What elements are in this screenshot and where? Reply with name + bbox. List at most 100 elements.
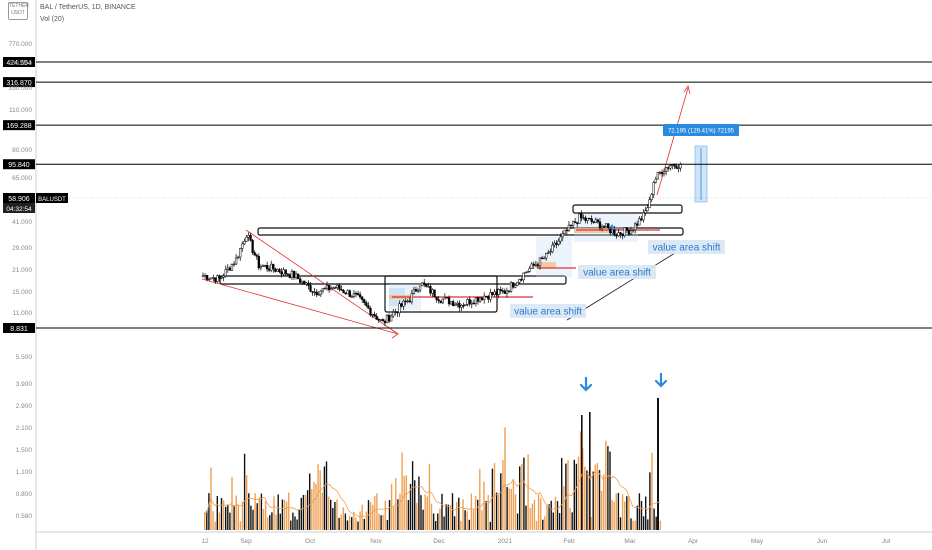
price-candle (621, 233, 624, 240)
volume-bar (561, 458, 563, 530)
price-candle (263, 264, 267, 268)
time-tick-label: Sep (240, 538, 252, 545)
price-tick-label: 21.000 (12, 267, 32, 274)
volume-bar (256, 503, 258, 530)
currency-tag[interactable]: TETHER USDT (8, 2, 29, 20)
price-candle (532, 261, 535, 270)
price-candle (214, 277, 217, 284)
price-candle (489, 288, 492, 303)
candle-body (404, 300, 407, 303)
price-candle (330, 285, 333, 291)
price-candle (232, 261, 236, 267)
volume-bar (546, 505, 548, 530)
volume-bar (252, 509, 254, 530)
candle-body (650, 194, 653, 200)
annotation-bg (578, 265, 656, 279)
candle-body (638, 218, 641, 226)
candle-body (456, 302, 459, 305)
price-candle (607, 223, 610, 230)
candle-body (311, 291, 314, 293)
volume-bar (380, 515, 382, 530)
volume-bar (319, 470, 321, 530)
candle-body (652, 182, 655, 195)
volume-bar (613, 501, 615, 530)
volume-bar (304, 494, 307, 530)
measure-label: 72.195 (129.41%) 72195 (663, 124, 739, 136)
volume-bar (584, 466, 586, 530)
candle-body (480, 297, 484, 300)
volume-bar (512, 479, 515, 530)
candle-body (363, 299, 366, 303)
price-tick-label: 29.000 (12, 245, 32, 252)
value-area-shift-label: value area shift (510, 304, 586, 318)
volume-bar (311, 489, 313, 530)
small-arrow-head (609, 224, 615, 230)
candle-body (540, 257, 544, 259)
volume-bar (323, 466, 326, 530)
price-candle (656, 171, 660, 180)
volume-bar (552, 512, 554, 530)
candle-body (520, 279, 523, 281)
candle-body (590, 218, 593, 222)
candle-body (478, 297, 482, 302)
level-tag-text: 169.288 (6, 123, 31, 130)
candle-body (644, 210, 647, 214)
volume-bar (216, 496, 218, 530)
candle-body (526, 271, 529, 273)
price-candle (524, 271, 527, 274)
candle-body (447, 297, 451, 305)
price-candle (236, 255, 240, 260)
candle-body (381, 319, 385, 322)
candle-body (342, 290, 345, 294)
volume-bar (598, 469, 601, 530)
level-price-tag: 169.288 (3, 120, 35, 131)
candle-body (613, 229, 616, 236)
price-candle (290, 269, 294, 280)
candle-body (292, 271, 296, 278)
price-candle (348, 289, 351, 298)
candle-body (201, 275, 205, 277)
price-candle (383, 319, 387, 326)
price-candle (208, 277, 211, 282)
projection-arrow-line (656, 87, 689, 196)
volume-bar (647, 519, 649, 530)
candle-body (536, 264, 540, 267)
candle-body (236, 256, 240, 259)
price-candle (398, 300, 401, 317)
price-tick-label: 770.000 (9, 41, 33, 48)
volume-bar (479, 468, 481, 530)
price-candle (623, 227, 626, 238)
price-candle (598, 218, 602, 231)
volume-bar (653, 508, 655, 530)
candle-body (208, 278, 211, 280)
candle-layer (201, 162, 682, 326)
volume-bar (279, 513, 281, 530)
volume-bar (460, 520, 462, 530)
volume-bar (626, 496, 628, 530)
candle-body (423, 282, 426, 285)
volume-bar (227, 505, 229, 530)
current-symbol-bg (36, 193, 68, 203)
volume-bar (306, 490, 309, 530)
candle-body (605, 223, 608, 228)
volume-bar (426, 496, 428, 530)
volume-tick-label: 0.800 (16, 491, 33, 498)
candle-body (625, 227, 628, 231)
price-candle (454, 302, 457, 307)
candle-body (532, 263, 535, 266)
candle-body (596, 219, 600, 223)
price-candle (336, 284, 339, 290)
candle-body (586, 218, 589, 221)
candle-body (483, 295, 486, 300)
price-candle (574, 218, 577, 224)
candle-body (524, 272, 527, 274)
price-candle (307, 280, 310, 290)
current-price-tag: 58.906 (3, 193, 35, 203)
volume-bar (372, 504, 374, 530)
volume-bar (642, 516, 645, 530)
price-candle (261, 264, 265, 267)
volume-bar (351, 517, 353, 530)
price-candle (404, 298, 407, 306)
